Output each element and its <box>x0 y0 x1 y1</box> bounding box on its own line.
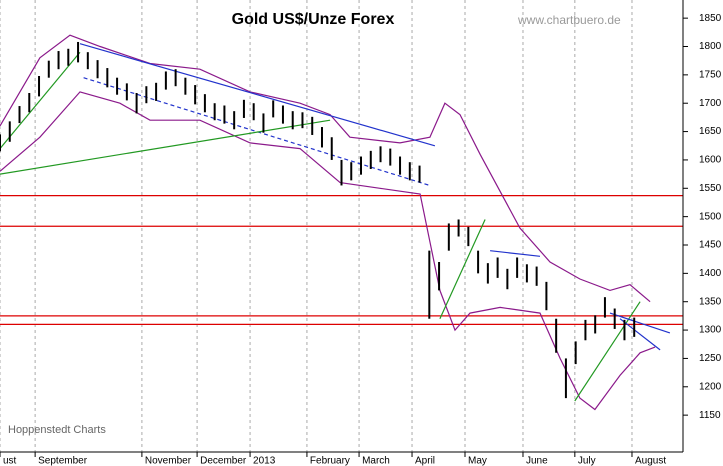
overlay-line <box>0 51 81 149</box>
x-tick-label: 2013 <box>253 456 276 466</box>
credit: Hoppenstedt Charts <box>8 424 106 436</box>
overlay-line <box>490 250 541 257</box>
overlay-line <box>0 34 651 303</box>
y-tick-label: 1850 <box>699 13 722 24</box>
chart-title: Gold US$/Unze Forex <box>232 11 395 28</box>
y-tick-label: 1750 <box>699 70 722 81</box>
y-tick-label: 1400 <box>699 268 722 279</box>
x-tick-label: March <box>362 456 390 466</box>
y-tick-label: 1350 <box>699 296 722 307</box>
y-tick-label: 1700 <box>699 98 722 109</box>
x-tick-label: ust <box>3 456 17 466</box>
x-tick-label: August <box>635 456 666 466</box>
y-tick-label: 1200 <box>699 381 722 392</box>
overlay-line <box>0 91 656 411</box>
overlay-line <box>619 318 661 351</box>
bars <box>0 41 636 399</box>
y-tick-label: 1550 <box>699 183 722 194</box>
y-tick-label: 1650 <box>699 126 722 137</box>
overlay-line <box>439 219 486 319</box>
x-tick-label: February <box>310 456 350 466</box>
overlays <box>0 34 671 411</box>
x-tick-label: July <box>578 456 596 466</box>
levels <box>0 195 683 325</box>
y-tick-label: 1450 <box>699 240 722 251</box>
x-tick-label: December <box>200 456 247 466</box>
x-tick-label: April <box>415 456 435 466</box>
y-tick-label: 1500 <box>699 211 722 222</box>
y-tick-label: 1300 <box>699 325 722 336</box>
y-tick-label: 1600 <box>699 155 722 166</box>
x-tick-label: June <box>526 456 548 466</box>
overlay-line <box>83 77 431 187</box>
y-tick-label: 1800 <box>699 41 722 52</box>
x-tick-label: May <box>468 456 487 466</box>
x-tick-label: November <box>145 456 192 466</box>
x-tick-label: September <box>38 456 88 466</box>
y-tick-label: 1150 <box>699 410 721 421</box>
overlay-line <box>609 312 671 334</box>
source: www.chartbuero.de <box>517 13 621 27</box>
overlay-line <box>0 119 331 175</box>
overlay-line <box>574 301 641 402</box>
axes <box>0 0 688 457</box>
y-tick-label: 1250 <box>699 353 722 364</box>
overlay-line <box>79 43 436 147</box>
